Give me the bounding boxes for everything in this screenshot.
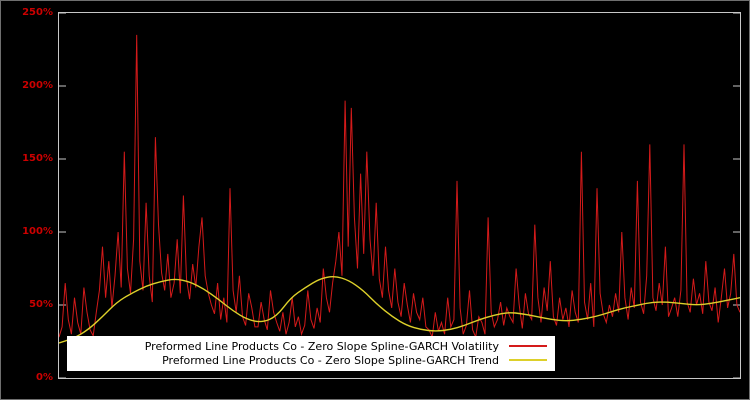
legend: Preformed Line Products Co - Zero Slope …: [67, 336, 555, 371]
legend-label-volatility: Preformed Line Products Co - Zero Slope …: [144, 339, 499, 353]
legend-entry-volatility: Preformed Line Products Co - Zero Slope …: [75, 339, 547, 353]
y-tick-label: 100%: [22, 226, 53, 237]
plot-area: Preformed Line Products Co - Zero Slope …: [58, 12, 741, 379]
volatility-series-line: [59, 34, 740, 339]
chart-canvas: [59, 13, 740, 378]
y-tick-label: 0%: [36, 372, 53, 383]
legend-line-sample-volatility: [509, 345, 547, 347]
legend-label-trend: Preformed Line Products Co - Zero Slope …: [162, 353, 499, 367]
legend-line-sample-trend: [509, 359, 547, 361]
y-tick-label: 150%: [22, 153, 53, 164]
legend-entry-trend: Preformed Line Products Co - Zero Slope …: [75, 353, 547, 367]
y-tick-label: 250%: [22, 7, 53, 18]
y-tick-label: 50%: [29, 299, 53, 310]
y-axis-labels: 0% 50% 100% 150% 200% 250%: [1, 1, 55, 399]
trend-series-line: [59, 275, 740, 344]
y-tick-label: 200%: [22, 80, 53, 91]
